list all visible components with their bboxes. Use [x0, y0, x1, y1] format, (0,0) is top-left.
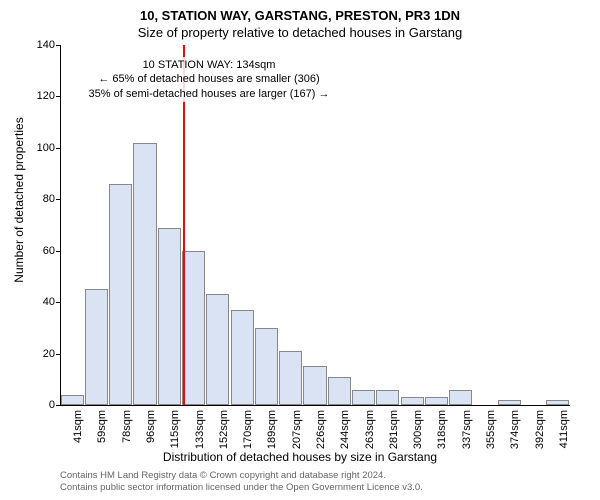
- x-tick-label: 41sqm: [72, 410, 84, 450]
- histogram-bar: [352, 390, 375, 405]
- histogram-bar: [279, 351, 302, 405]
- x-tick-label: 152sqm: [218, 410, 230, 450]
- y-tick-label: 0: [49, 399, 55, 411]
- histogram-bar: [133, 143, 156, 405]
- y-axis-label: Number of detached properties: [12, 117, 26, 282]
- x-tick-label: 374sqm: [509, 410, 521, 450]
- x-tick-label: 226sqm: [315, 410, 327, 450]
- x-tick-label: 78sqm: [121, 410, 133, 450]
- x-tick-label: 59sqm: [96, 410, 108, 450]
- x-tick-label: 318sqm: [436, 410, 448, 450]
- x-tick-label: 207sqm: [291, 410, 303, 450]
- x-tick-label: 189sqm: [266, 410, 278, 450]
- histogram-bar: [376, 390, 399, 405]
- histogram-bar: [498, 400, 521, 405]
- annotation-line3: 35% of semi-detached houses are larger (…: [79, 87, 339, 101]
- histogram-bar: [182, 251, 205, 405]
- x-tick-label: 392sqm: [534, 410, 546, 450]
- x-tick-label: 300sqm: [412, 410, 424, 450]
- y-tick-mark: [56, 199, 60, 200]
- x-tick-label: 411sqm: [558, 410, 570, 450]
- histogram-bar: [328, 377, 351, 405]
- y-tick-mark: [56, 96, 60, 97]
- histogram-bar: [85, 289, 108, 405]
- histogram-bar: [61, 395, 84, 405]
- y-tick-label: 60: [43, 245, 55, 257]
- annotation-line2: ← 65% of detached houses are smaller (30…: [79, 72, 339, 86]
- x-axis-label: Distribution of detached houses by size …: [0, 450, 600, 464]
- histogram-bar: [546, 400, 569, 405]
- histogram-bar: [206, 294, 229, 405]
- footer-attribution: Contains HM Land Registry data © Crown c…: [60, 470, 423, 494]
- histogram-bar: [109, 184, 132, 405]
- footer-line1: Contains HM Land Registry data © Crown c…: [60, 470, 423, 482]
- annotation-line1: 10 STATION WAY: 134sqm: [79, 58, 339, 72]
- histogram-bar: [401, 397, 424, 405]
- histogram-bar: [158, 228, 181, 405]
- y-tick-label: 100: [37, 142, 55, 154]
- x-tick-label: 263sqm: [364, 410, 376, 450]
- y-tick-mark: [56, 405, 60, 406]
- histogram-bar: [449, 390, 472, 405]
- chart-container: 10, STATION WAY, GARSTANG, PRESTON, PR3 …: [0, 0, 600, 500]
- x-axis-line: [60, 405, 570, 406]
- chart-title-desc: Size of property relative to detached ho…: [0, 23, 600, 40]
- histogram-bar: [425, 397, 448, 405]
- y-tick-label: 40: [43, 296, 55, 308]
- x-tick-label: 96sqm: [145, 410, 157, 450]
- y-tick-mark: [56, 148, 60, 149]
- x-tick-label: 355sqm: [485, 410, 497, 450]
- x-tick-label: 170sqm: [242, 410, 254, 450]
- y-tick-label: 140: [37, 39, 55, 51]
- plot-area: 10 STATION WAY: 134sqm ← 65% of detached…: [60, 45, 570, 405]
- x-tick-label: 115sqm: [169, 410, 181, 450]
- footer-line2: Contains public sector information licen…: [60, 482, 423, 494]
- y-tick-mark: [56, 354, 60, 355]
- y-tick-mark: [56, 45, 60, 46]
- histogram-bar: [303, 366, 326, 405]
- chart-title-address: 10, STATION WAY, GARSTANG, PRESTON, PR3 …: [0, 0, 600, 23]
- x-tick-label: 337sqm: [461, 410, 473, 450]
- x-tick-label: 281sqm: [388, 410, 400, 450]
- annotation-box: 10 STATION WAY: 134sqm ← 65% of detached…: [78, 57, 340, 102]
- x-tick-label: 133sqm: [194, 410, 206, 450]
- histogram-bar: [255, 328, 278, 405]
- y-tick-label: 20: [43, 348, 55, 360]
- x-tick-label: 244sqm: [339, 410, 351, 450]
- y-tick-label: 120: [37, 90, 55, 102]
- histogram-bar: [231, 310, 254, 405]
- y-tick-mark: [56, 251, 60, 252]
- y-tick-mark: [56, 302, 60, 303]
- y-tick-label: 80: [43, 193, 55, 205]
